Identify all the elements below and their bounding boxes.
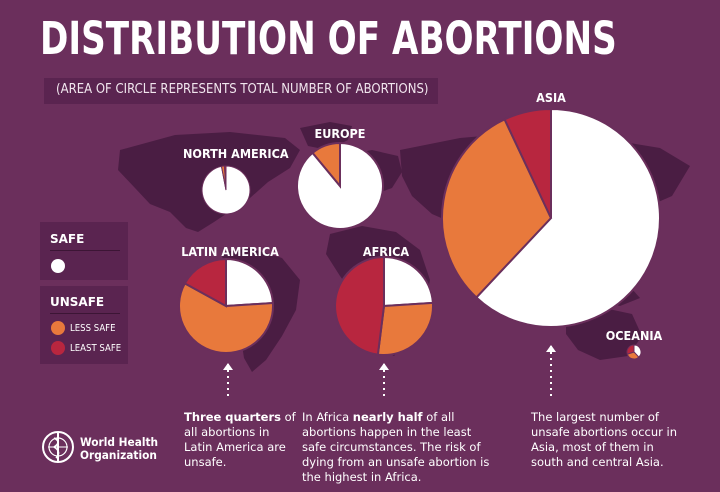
legend-less-safe-label: LESS SAFE (70, 323, 116, 334)
leader-arrow-africa (379, 363, 389, 370)
note-asia: The largest number of unsafe abortions o… (531, 410, 678, 469)
pie-asia-safe-slice (474, 107, 661, 328)
label-oceania: OCEANIA (605, 328, 663, 343)
legend-safe-swatch (51, 259, 65, 273)
pie-latin-america-less-safe-slice (178, 282, 274, 354)
note-africa-bold: nearly half (352, 410, 423, 424)
label-europe: EUROPE (314, 126, 366, 141)
leader-arrow-asia (546, 345, 556, 352)
note-africa: In Africa nearly half of all abortions h… (302, 410, 498, 485)
subtitle: (AREA OF CIRCLE REPRESENTS TOTAL NUMBER … (56, 82, 429, 97)
subtitle-box (44, 78, 438, 104)
legend-unsafe-heading: UNSAFE (50, 295, 105, 309)
page-title: DISTRIBUTION OF ABORTIONS (40, 12, 617, 65)
who-logo-text: World Health Organization (80, 436, 158, 462)
note-latin-america: Three quarters of all abortions in Latin… (184, 410, 296, 470)
pie-asia-least-safe-slice (503, 107, 552, 219)
note-africa-pre: In Africa (302, 410, 350, 424)
legend-least-safe-swatch (51, 341, 65, 355)
leader-arrow-latam (223, 363, 233, 370)
label-africa: AFRICA (362, 244, 410, 259)
pie-europe-less-safe-slice (311, 141, 341, 189)
pie-asia-less-safe-slice (441, 118, 553, 299)
label-asia: ASIA (536, 90, 566, 105)
pie-africa-safe-slice (383, 255, 434, 308)
who-line-2: Organization (80, 448, 157, 462)
legend-safe-heading: SAFE (50, 232, 85, 246)
note-latam-text: of all abortions in Latin America are un… (184, 410, 296, 469)
pie-north-america-least-safe-slice (223, 165, 227, 191)
pie-latin-america-least-safe-slice (183, 257, 227, 308)
pie-latin-america-safe-slice (225, 257, 274, 308)
label-north-america: NORTH AMERICA (183, 146, 289, 161)
legend-safe-divider (50, 250, 120, 251)
note-africa-text: of all abortions happen in the least saf… (302, 410, 490, 484)
legend-less-safe-swatch (51, 321, 65, 335)
note-latam-bold: Three quarters (184, 410, 281, 424)
pie-oceania-least-safe-slice (626, 344, 635, 355)
legend-least-safe-label: LEAST SAFE (70, 343, 122, 354)
pie-charts (178, 107, 661, 360)
legend-unsafe-divider (50, 313, 120, 314)
who-line-1: World Health (80, 435, 159, 449)
pie-africa-least-safe-slice (334, 255, 385, 356)
pie-africa-less-safe-slice (376, 301, 434, 356)
label-latin-america: LATIN AMERICA (181, 244, 279, 259)
who-emblem-icon (42, 431, 74, 463)
